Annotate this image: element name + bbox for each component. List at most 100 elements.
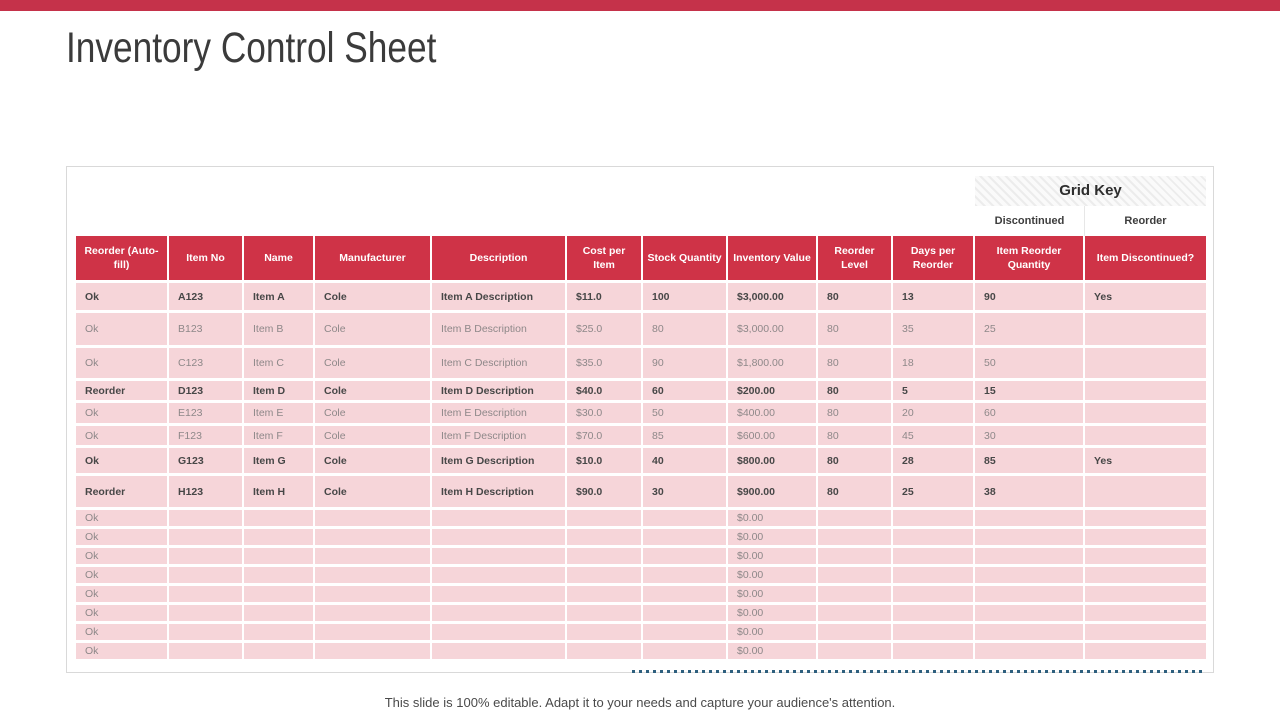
table-cell [244,567,315,586]
table-cell: Cole [315,448,432,476]
table-cell: Cole [315,381,432,403]
inventory-table: Reorder (Auto-fill) Item No Name Manufac… [76,236,1208,662]
table-cell: Item E [244,403,315,426]
table-cell: E123 [169,403,244,426]
table-cell [643,643,728,662]
table-cell: Item A [244,283,315,313]
table-cell: Cole [315,476,432,510]
table-header-row: Reorder (Auto-fill) Item No Name Manufac… [76,236,1208,283]
table-cell [818,586,893,605]
column-header-item-discontinued: Item Discontinued? [1085,236,1208,283]
table-cell: 30 [975,426,1085,448]
table-cell: $0.00 [728,586,818,605]
table-cell: 80 [818,403,893,426]
table-cell: 85 [975,448,1085,476]
table-row: Ok $0.00 [76,548,1208,567]
table-row: Ok $0.00 [76,605,1208,624]
table-cell: 80 [818,313,893,348]
table-cell: 80 [643,313,728,348]
table-cell [169,529,244,548]
column-header-item-reorder-quantity: Item Reorder Quantity [975,236,1085,283]
table-cell [432,586,567,605]
table-cell [975,624,1085,643]
table-cell: 50 [975,348,1085,381]
table-cell: $0.00 [728,548,818,567]
column-header-manufacturer: Manufacturer [315,236,432,283]
table-cell: $900.00 [728,476,818,510]
table-cell: Ok [76,529,169,548]
table-cell: Item D [244,381,315,403]
table-cell: Item C [244,348,315,381]
table-cell: F123 [169,426,244,448]
table-cell: Ok [76,403,169,426]
table-cell: 100 [643,283,728,313]
table-cell: $25.0 [567,313,643,348]
table-cell: $3,000.00 [728,313,818,348]
table-cell [432,605,567,624]
table-cell [1085,529,1208,548]
table-cell [893,643,975,662]
table-cell: 60 [975,403,1085,426]
table-cell [643,529,728,548]
table-cell [818,605,893,624]
table-cell: Ok [76,624,169,643]
table-cell: 80 [818,381,893,403]
table-row: Ok $0.00 [76,529,1208,548]
table-cell: Item D Description [432,381,567,403]
table-cell [893,567,975,586]
table-row: Ok G123 Item G Cole Item G Description $10.0 4… [76,448,1208,476]
table-cell: 60 [643,381,728,403]
table-cell: Item F [244,426,315,448]
table-cell [643,548,728,567]
table-cell [643,586,728,605]
table-cell: $40.0 [567,381,643,403]
table-cell: $11.0 [567,283,643,313]
table-cell [244,510,315,529]
table-cell [1085,643,1208,662]
table-row: Ok $0.00 [76,586,1208,605]
table-cell: $70.0 [567,426,643,448]
table-cell [567,510,643,529]
table-cell [432,510,567,529]
table-cell: Ok [76,426,169,448]
top-accent-bar [0,0,1280,11]
table-cell [169,605,244,624]
table-cell: C123 [169,348,244,381]
table-cell [315,510,432,529]
table-cell: $3,000.00 [728,283,818,313]
table-cell: Ok [76,548,169,567]
table-cell [1085,605,1208,624]
table-cell [244,548,315,567]
table-cell: Item B Description [432,313,567,348]
table-cell [567,624,643,643]
table-cell: $200.00 [728,381,818,403]
table-cell: 90 [975,283,1085,313]
table-row: Ok C123 Item C Cole Item C Description $35.0 9… [76,348,1208,381]
table-cell [315,529,432,548]
table-cell: Cole [315,426,432,448]
table-cell: Item E Description [432,403,567,426]
table-cell: Ok [76,605,169,624]
table-cell: Cole [315,403,432,426]
table-cell: Ok [76,567,169,586]
table-row: Ok $0.00 [76,643,1208,662]
table-cell: 28 [893,448,975,476]
table-cell: Item C Description [432,348,567,381]
table-cell [1085,403,1208,426]
table-cell [1085,586,1208,605]
grid-key-title: Grid Key [975,176,1206,206]
table-cell [432,643,567,662]
table-cell: $0.00 [728,643,818,662]
table-cell [567,548,643,567]
table-cell: 35 [893,313,975,348]
table-cell: $30.0 [567,403,643,426]
table-cell: Cole [315,348,432,381]
table-cell [893,586,975,605]
table-row: Ok A123 Item A Cole Item A Description $11.0 1… [76,283,1208,313]
table-cell: $10.0 [567,448,643,476]
table-cell [975,529,1085,548]
table-cell [315,643,432,662]
table-cell [1085,476,1208,510]
table-cell [1085,381,1208,403]
